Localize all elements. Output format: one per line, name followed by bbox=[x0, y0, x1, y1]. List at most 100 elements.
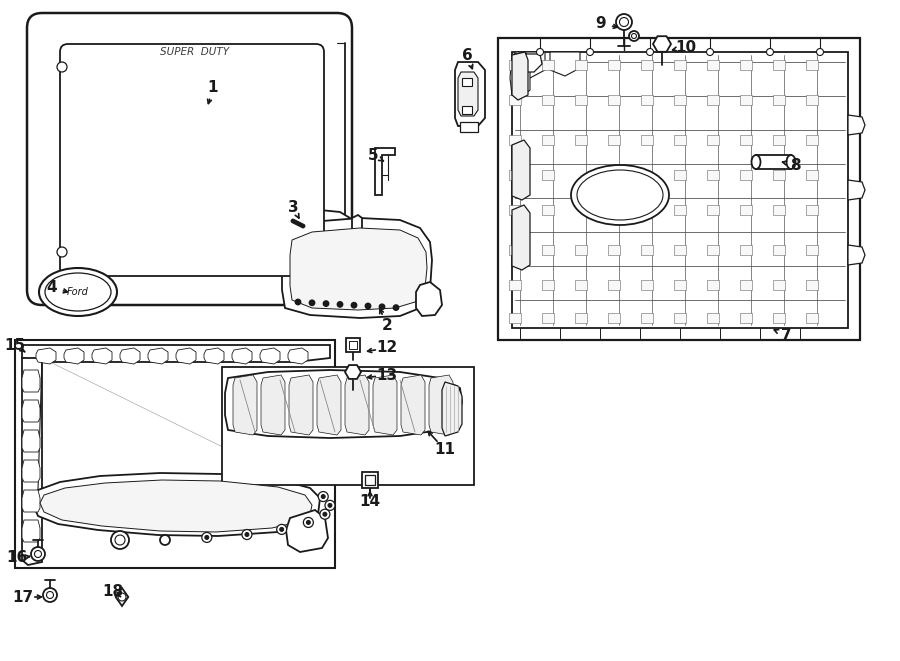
Bar bbox=[15, 340, 335, 568]
Ellipse shape bbox=[45, 273, 111, 311]
Bar bbox=[773, 205, 785, 215]
Polygon shape bbox=[22, 370, 40, 392]
Bar bbox=[542, 205, 554, 215]
Bar bbox=[608, 280, 620, 290]
Text: 9: 9 bbox=[596, 17, 607, 32]
Bar bbox=[462, 106, 472, 114]
Circle shape bbox=[118, 593, 126, 601]
Ellipse shape bbox=[787, 155, 796, 169]
Bar bbox=[509, 280, 521, 290]
Circle shape bbox=[293, 221, 296, 223]
Bar bbox=[222, 367, 474, 485]
Circle shape bbox=[111, 531, 129, 549]
Bar bbox=[773, 135, 785, 145]
Bar bbox=[707, 313, 719, 323]
Bar bbox=[773, 60, 785, 70]
Bar bbox=[806, 313, 818, 323]
Bar bbox=[512, 52, 848, 328]
Polygon shape bbox=[22, 430, 40, 452]
Circle shape bbox=[302, 225, 304, 227]
Circle shape bbox=[57, 247, 67, 257]
Ellipse shape bbox=[39, 268, 117, 316]
Polygon shape bbox=[232, 348, 252, 364]
Text: 1: 1 bbox=[208, 81, 218, 95]
Circle shape bbox=[321, 494, 325, 498]
Bar bbox=[542, 245, 554, 255]
Polygon shape bbox=[510, 52, 530, 98]
Circle shape bbox=[115, 535, 125, 545]
Bar bbox=[806, 245, 818, 255]
Bar bbox=[707, 170, 719, 180]
Circle shape bbox=[646, 48, 653, 56]
Ellipse shape bbox=[571, 165, 669, 225]
Text: Ford: Ford bbox=[68, 287, 89, 297]
Polygon shape bbox=[64, 348, 84, 364]
Bar bbox=[806, 280, 818, 290]
Circle shape bbox=[298, 223, 301, 225]
Bar bbox=[509, 245, 521, 255]
Bar bbox=[542, 135, 554, 145]
Bar bbox=[641, 95, 653, 105]
Polygon shape bbox=[848, 115, 865, 135]
Circle shape bbox=[616, 14, 632, 30]
Polygon shape bbox=[375, 148, 395, 195]
Bar bbox=[707, 245, 719, 255]
Bar bbox=[707, 205, 719, 215]
Bar bbox=[707, 95, 719, 105]
Polygon shape bbox=[22, 520, 40, 542]
Bar bbox=[349, 341, 357, 349]
Circle shape bbox=[352, 303, 356, 308]
Bar bbox=[542, 313, 554, 323]
FancyBboxPatch shape bbox=[60, 44, 324, 276]
Bar bbox=[498, 38, 860, 340]
Circle shape bbox=[338, 302, 343, 307]
Bar bbox=[674, 60, 686, 70]
Polygon shape bbox=[36, 348, 56, 364]
Bar bbox=[346, 338, 360, 352]
Circle shape bbox=[300, 223, 302, 227]
Bar bbox=[806, 205, 818, 215]
Polygon shape bbox=[515, 52, 545, 78]
Polygon shape bbox=[848, 180, 865, 200]
Bar bbox=[773, 313, 785, 323]
Bar bbox=[608, 135, 620, 145]
Polygon shape bbox=[512, 205, 530, 270]
Polygon shape bbox=[204, 348, 224, 364]
Polygon shape bbox=[286, 510, 328, 552]
Polygon shape bbox=[233, 375, 257, 435]
Polygon shape bbox=[148, 348, 168, 364]
Circle shape bbox=[323, 301, 328, 306]
Ellipse shape bbox=[577, 170, 663, 220]
Polygon shape bbox=[261, 375, 285, 435]
Circle shape bbox=[292, 219, 294, 223]
Circle shape bbox=[303, 518, 313, 527]
Bar bbox=[509, 60, 521, 70]
Circle shape bbox=[43, 588, 57, 602]
Circle shape bbox=[34, 551, 41, 557]
Circle shape bbox=[306, 520, 310, 524]
Circle shape bbox=[280, 527, 284, 531]
Bar bbox=[756, 155, 791, 169]
Polygon shape bbox=[22, 345, 330, 362]
Bar bbox=[575, 245, 587, 255]
Bar bbox=[707, 280, 719, 290]
Polygon shape bbox=[550, 52, 580, 76]
Bar bbox=[773, 280, 785, 290]
Polygon shape bbox=[848, 245, 865, 265]
Bar bbox=[806, 135, 818, 145]
Bar bbox=[674, 170, 686, 180]
Text: 2: 2 bbox=[382, 317, 392, 332]
Circle shape bbox=[320, 509, 330, 520]
Ellipse shape bbox=[752, 155, 760, 169]
Polygon shape bbox=[514, 54, 542, 72]
Text: 11: 11 bbox=[435, 442, 455, 457]
Polygon shape bbox=[22, 400, 40, 422]
Polygon shape bbox=[282, 218, 432, 318]
Circle shape bbox=[160, 535, 170, 545]
Bar bbox=[773, 95, 785, 105]
Text: 14: 14 bbox=[359, 494, 381, 510]
Circle shape bbox=[816, 48, 824, 56]
Polygon shape bbox=[416, 282, 442, 316]
Circle shape bbox=[323, 512, 327, 516]
Text: 6: 6 bbox=[462, 48, 472, 63]
